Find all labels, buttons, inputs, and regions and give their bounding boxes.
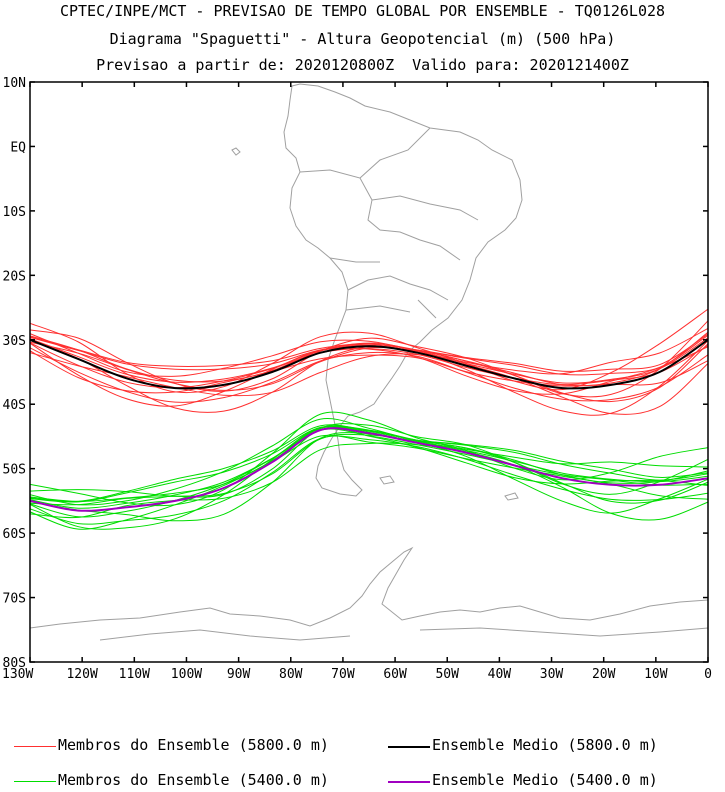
legend-label-members-5400: Membros do Ensemble (5400.0 m) bbox=[58, 771, 329, 789]
lat-tick-label: 10N bbox=[3, 76, 26, 91]
lon-tick-label: 20W bbox=[592, 667, 616, 682]
ensemble-member-line bbox=[29, 418, 709, 506]
ensemble-contours bbox=[29, 308, 709, 530]
south-america-coastline bbox=[283, 83, 523, 497]
lat-tick-label: 80S bbox=[3, 656, 26, 671]
lon-tick-label: 80W bbox=[279, 667, 303, 682]
ensemble-member-line bbox=[29, 428, 709, 518]
ensemble-member-line bbox=[29, 333, 709, 372]
lon-tick-label: 10W bbox=[644, 667, 668, 682]
lat-tick-label: 50S bbox=[3, 463, 26, 478]
ensemble-member-line bbox=[29, 411, 709, 507]
ensemble-member-line bbox=[29, 424, 709, 502]
falkland-islands bbox=[379, 475, 395, 485]
title-line-2: Diagrama "Spaguetti" - Altura Geopotenci… bbox=[109, 30, 616, 48]
lon-tick-label: 40W bbox=[488, 667, 512, 682]
legend-line-members-5800 bbox=[14, 746, 56, 747]
lat-tick-label: 20S bbox=[3, 269, 26, 284]
legend-label-members-5800: Membros do Ensemble (5800.0 m) bbox=[58, 736, 329, 754]
map-border bbox=[29, 81, 709, 663]
legend-label-mean-5400: Ensemble Medio (5400.0 m) bbox=[432, 771, 658, 789]
legend-label-mean-5800: Ensemble Medio (5800.0 m) bbox=[432, 736, 658, 754]
antarctica-coastline bbox=[29, 546, 709, 629]
ensemble-member-line bbox=[29, 308, 709, 394]
legend-line-mean-5800 bbox=[388, 746, 430, 748]
lat-tick-label: 30S bbox=[3, 334, 26, 349]
lon-tick-label: 120W bbox=[66, 667, 97, 682]
title-line-3: Previsao a partir de: 2020120800Z Valido… bbox=[96, 56, 629, 74]
lat-tick-label: 10S bbox=[3, 205, 26, 220]
title-line-1: CPTEC/INPE/MCT - PREVISAO DE TEMPO GLOBA… bbox=[59, 2, 666, 20]
lon-tick-label: 30W bbox=[540, 667, 564, 682]
lon-tick-label: 70W bbox=[331, 667, 355, 682]
ensemble-member-line bbox=[29, 320, 709, 398]
lon-tick-label: 100W bbox=[171, 667, 202, 682]
antarctica-inner bbox=[99, 627, 709, 641]
south-georgia-island bbox=[504, 492, 519, 501]
lat-tick-label: 60S bbox=[3, 527, 26, 542]
ensemble-member-line bbox=[29, 442, 709, 521]
ensemble-mean-line bbox=[29, 338, 709, 390]
galapagos-islands bbox=[231, 147, 241, 156]
ensemble-member-line bbox=[29, 347, 709, 403]
legend-line-mean-5400 bbox=[388, 781, 430, 783]
ensemble-member-line bbox=[29, 426, 709, 509]
lon-tick-label: 90W bbox=[227, 667, 251, 682]
lat-tick-label: EQ bbox=[10, 140, 26, 155]
lon-tick-label: 60W bbox=[383, 667, 407, 682]
lon-tick-label: 50W bbox=[435, 667, 459, 682]
lon-tick-label: 130W bbox=[2, 667, 33, 682]
legend-line-members-5400 bbox=[14, 781, 56, 782]
ensemble-mean-line bbox=[29, 427, 709, 512]
ensemble-member-line bbox=[29, 342, 709, 389]
ensemble-member-line bbox=[29, 435, 709, 525]
ensemble-member-line bbox=[29, 352, 709, 415]
lon-tick-label: 0 bbox=[704, 667, 712, 682]
ensemble-member-line bbox=[29, 327, 709, 377]
ensemble-member-line bbox=[29, 423, 709, 498]
coastline-layer bbox=[29, 83, 709, 641]
lon-tick-label: 110W bbox=[119, 667, 150, 682]
country-borders bbox=[299, 127, 479, 319]
lat-tick-label: 70S bbox=[3, 592, 26, 607]
lat-tick-label: 40S bbox=[3, 398, 26, 413]
